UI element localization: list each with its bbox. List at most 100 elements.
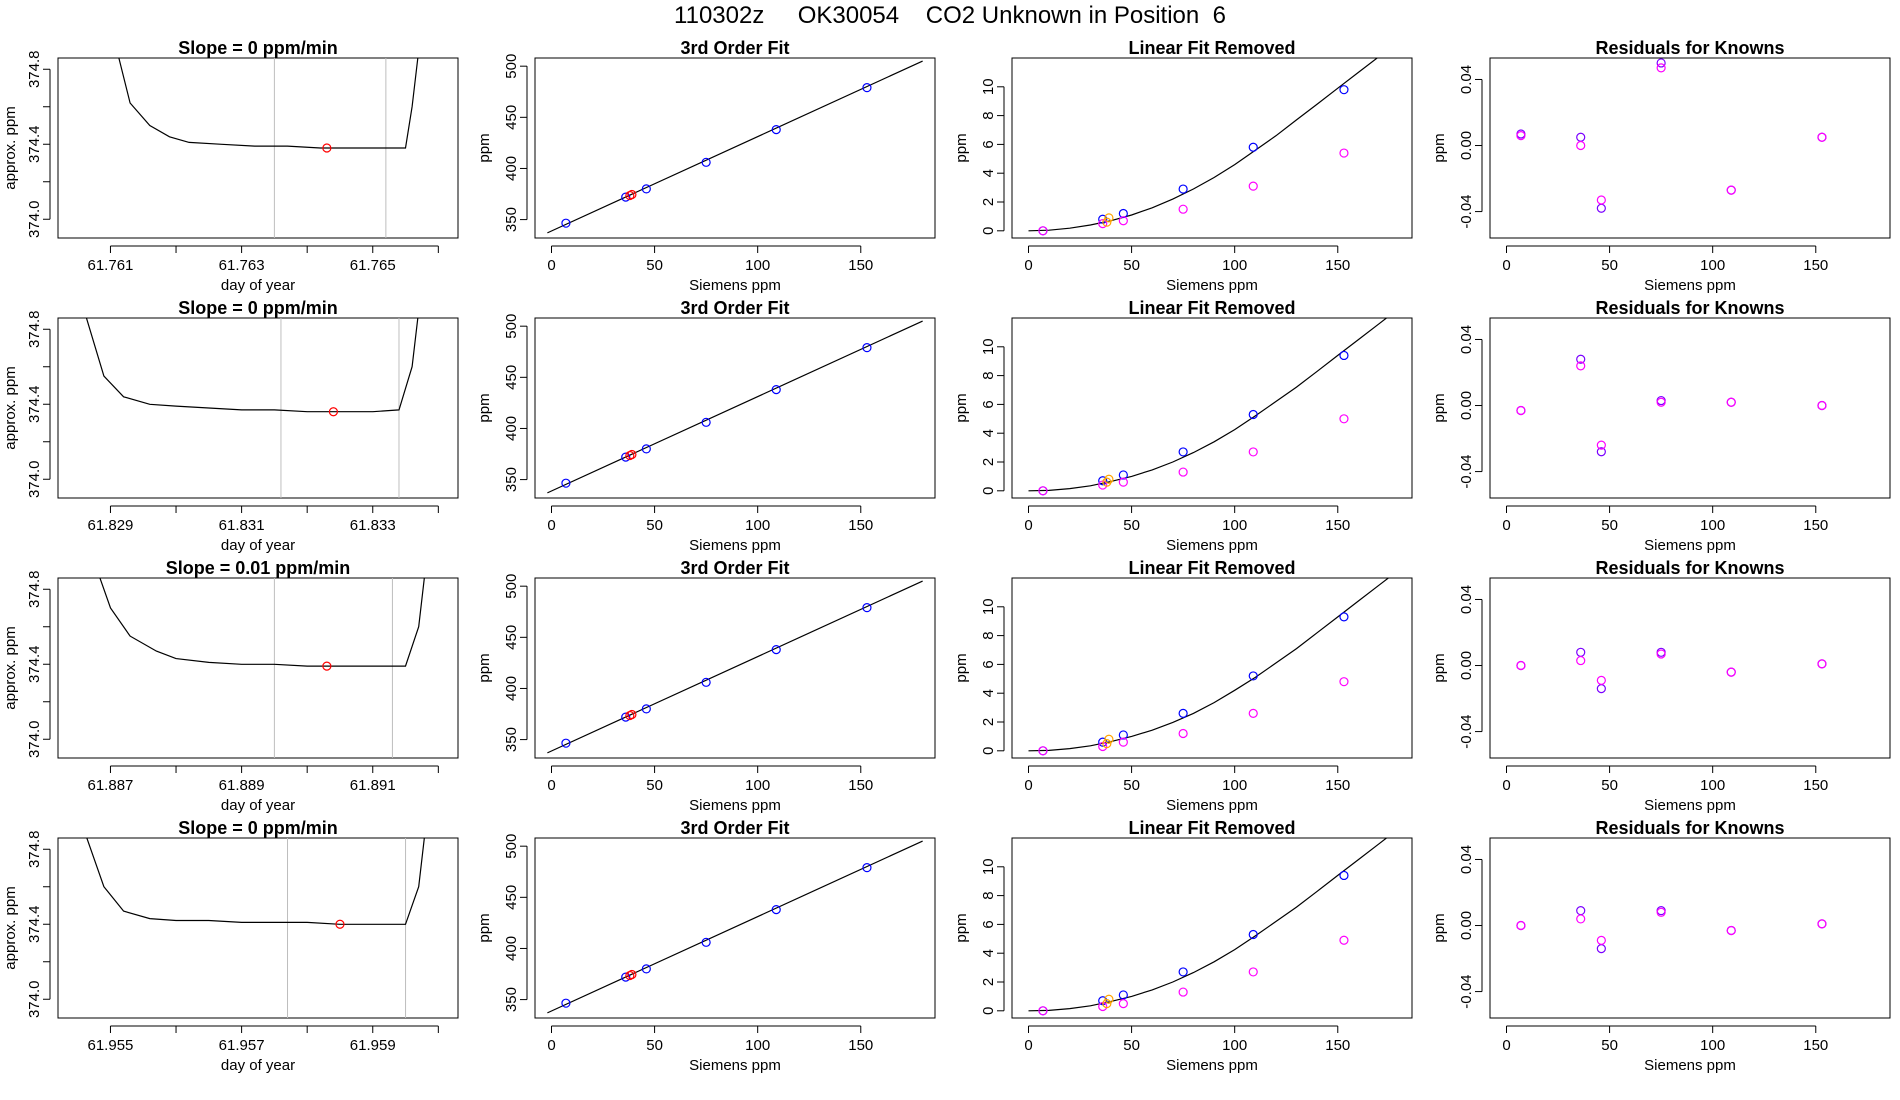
data-point bbox=[1248, 929, 1258, 940]
data-point bbox=[641, 704, 651, 714]
panel-title: Slope = 0 ppm/min bbox=[178, 298, 338, 318]
panel-r2c2: 3rd Order Fit 0 50 100 150 Siemens ppm 350 400 4… bbox=[476, 298, 936, 554]
x-tick-label: 0 bbox=[1024, 777, 1032, 794]
x-tick-label: 150 bbox=[1325, 1037, 1350, 1054]
y-tick-label: 374.4 bbox=[26, 905, 43, 943]
y-tick-label: 0 bbox=[980, 227, 997, 235]
y-axis-label: ppm bbox=[953, 913, 970, 942]
y-tick-label: 374.4 bbox=[26, 645, 43, 683]
panel-r3c1: Slope = 0.01 ppm/min 61.887 61.889 61.891 da… bbox=[2, 558, 459, 814]
data-point bbox=[1339, 677, 1349, 687]
panel-title: Linear Fit Removed bbox=[1128, 298, 1295, 318]
data-point bbox=[1596, 935, 1606, 945]
plot-frame bbox=[1489, 57, 1891, 239]
data-point bbox=[561, 478, 571, 488]
y-axis-label: ppm bbox=[476, 133, 493, 162]
plot-area bbox=[547, 840, 923, 1014]
fit-curve bbox=[1028, 58, 1379, 232]
data-point bbox=[1104, 994, 1114, 1004]
panel-title: Residuals for Knowns bbox=[1595, 38, 1784, 58]
x-tick-label: 0 bbox=[1024, 517, 1032, 534]
data-point bbox=[1817, 400, 1827, 411]
plot-frame bbox=[57, 57, 459, 239]
data-point bbox=[1118, 998, 1128, 1009]
data-point bbox=[1339, 414, 1349, 424]
panel-r2c1: Slope = 0 ppm/min 61.829 61.831 61.833 day o… bbox=[2, 298, 459, 554]
x-axis-label: Siemens ppm bbox=[689, 537, 781, 554]
x-tick-label: 150 bbox=[1803, 1037, 1828, 1054]
fit-curve bbox=[1028, 318, 1388, 492]
panel-r3c4: Residuals for Knowns 0 50 100 150 Siemens ppm… bbox=[1431, 558, 1891, 814]
data-point bbox=[1726, 397, 1736, 407]
x-tick-label: 150 bbox=[1803, 257, 1828, 274]
data-point bbox=[1098, 219, 1108, 229]
y-tick-label: -0.04 bbox=[1458, 974, 1475, 1008]
y-tick-label: 8 bbox=[980, 891, 997, 899]
y-tick-label: 400 bbox=[503, 936, 520, 961]
data-point bbox=[1339, 350, 1349, 361]
x-tick-label: 50 bbox=[1601, 777, 1618, 794]
data-point bbox=[1576, 354, 1586, 364]
panel-r4c4: Residuals for Knowns 0 50 100 150 Siemens ppm… bbox=[1431, 818, 1891, 1074]
y-tick-label: 10 bbox=[980, 598, 997, 615]
plot-area bbox=[1028, 578, 1390, 756]
plot-frame bbox=[1489, 837, 1891, 1019]
plot-frame bbox=[57, 577, 459, 759]
data-point bbox=[1102, 998, 1112, 1009]
y-tick-label: 374.8 bbox=[26, 50, 43, 88]
plot-area bbox=[1516, 354, 1827, 457]
y-tick-label: 2 bbox=[980, 198, 997, 206]
data-point bbox=[1576, 140, 1586, 151]
y-tick-label: -0.04 bbox=[1458, 194, 1475, 228]
figure-title: 110302z OK30054 CO2 Unknown in Position … bbox=[674, 2, 1226, 29]
y-tick-label: 374.0 bbox=[26, 200, 43, 238]
x-tick-label: 100 bbox=[1700, 257, 1725, 274]
data-point bbox=[1576, 914, 1586, 924]
plot-area bbox=[1028, 58, 1379, 236]
data-point bbox=[1339, 85, 1349, 95]
data-point bbox=[1726, 667, 1736, 677]
x-tick-label: 0 bbox=[1502, 777, 1510, 794]
data-point bbox=[1178, 708, 1188, 718]
data-point bbox=[1178, 987, 1188, 997]
x-tick-label: 0 bbox=[1024, 1037, 1032, 1054]
y-tick-label: 500 bbox=[503, 834, 520, 859]
panel-title: Residuals for Knowns bbox=[1595, 558, 1784, 578]
data-point bbox=[701, 417, 711, 427]
x-tick-label: 50 bbox=[1123, 777, 1140, 794]
x-tick-label: 61.765 bbox=[350, 257, 396, 274]
x-tick-label: 150 bbox=[1325, 257, 1350, 274]
y-tick-label: 8 bbox=[980, 371, 997, 379]
x-axis-label: Siemens ppm bbox=[1166, 797, 1258, 814]
data-point bbox=[1248, 447, 1258, 457]
mean-marker bbox=[335, 919, 345, 929]
data-point bbox=[621, 452, 631, 462]
plot-frame bbox=[1489, 577, 1891, 759]
y-tick-label: 4 bbox=[980, 429, 997, 437]
x-tick-label: 50 bbox=[1601, 1037, 1618, 1054]
y-tick-label: 374.0 bbox=[26, 980, 43, 1018]
y-tick-label: 6 bbox=[980, 140, 997, 148]
x-tick-label: 61.831 bbox=[219, 517, 265, 534]
y-tick-label: 374.8 bbox=[26, 830, 43, 868]
panel-title: Residuals for Knowns bbox=[1595, 818, 1784, 838]
panel-title: 3rd Order Fit bbox=[680, 558, 789, 578]
y-tick-label: 0 bbox=[980, 487, 997, 495]
y-axis-label: ppm bbox=[476, 393, 493, 422]
y-tick-label: 0 bbox=[980, 747, 997, 755]
x-tick-label: 100 bbox=[1222, 777, 1247, 794]
plot-area bbox=[99, 578, 425, 758]
data-point bbox=[1102, 738, 1112, 749]
data-point bbox=[1339, 148, 1349, 158]
data-point bbox=[1038, 486, 1048, 496]
x-tick-label: 0 bbox=[1502, 1037, 1510, 1054]
data-point bbox=[1516, 660, 1526, 671]
data-point bbox=[1038, 1006, 1048, 1016]
fit-line bbox=[547, 60, 923, 234]
panel-title: 3rd Order Fit bbox=[680, 818, 789, 838]
x-axis-label: Siemens ppm bbox=[1166, 277, 1258, 294]
y-tick-label: 350 bbox=[503, 467, 520, 492]
data-point bbox=[1339, 870, 1349, 881]
data-point bbox=[641, 964, 651, 974]
